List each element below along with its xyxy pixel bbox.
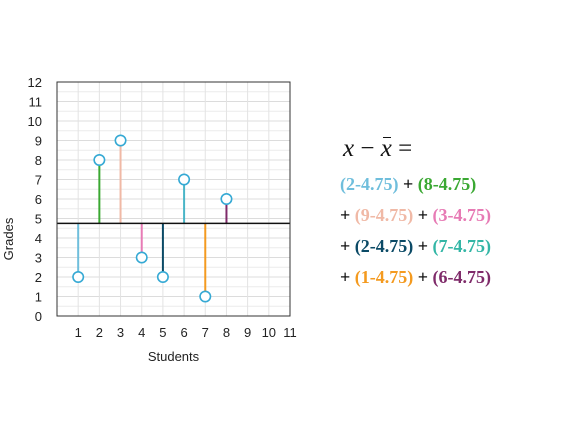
y-tick-label: 0 <box>35 309 42 324</box>
plus-sign: + <box>340 205 355 225</box>
y-tick-label: 4 <box>35 231 42 246</box>
equation-line: (2-4.75) + (8-4.75) <box>340 169 570 200</box>
y-axis-label: Grades <box>1 217 16 260</box>
x-tick-label: 10 <box>262 325 276 340</box>
x-tick-label: 8 <box>223 325 230 340</box>
y-tick-label: 8 <box>35 153 42 168</box>
deviation-term: (2-4.75) <box>340 174 399 194</box>
equation-variable: x <box>343 135 355 162</box>
data-point <box>156 270 169 283</box>
data-point <box>220 193 233 206</box>
y-tick-label: 1 <box>35 290 42 305</box>
y-tick-label: 7 <box>35 173 42 188</box>
data-point <box>135 251 148 264</box>
data-point <box>72 270 85 283</box>
data-point <box>178 173 191 186</box>
x-tick-label: 7 <box>202 325 209 340</box>
y-tick-label: 9 <box>35 134 42 149</box>
chart-grid <box>56 81 291 317</box>
data-point <box>114 134 127 147</box>
equation-minus: − <box>360 135 375 162</box>
x-tick-label: 5 <box>159 325 166 340</box>
x-tick-label: 1 <box>75 325 82 340</box>
y-tick-label: 10 <box>28 114 42 129</box>
plus-sign: + <box>398 174 418 194</box>
y-tick-label: 11 <box>29 95 43 110</box>
y-tick-label: 2 <box>35 270 42 285</box>
x-tick-label: 4 <box>138 325 145 340</box>
x-axis-label: Students <box>148 349 200 364</box>
data-point <box>93 154 106 167</box>
deviation-term: (3-4.75) <box>432 205 491 225</box>
data-point <box>199 290 212 303</box>
deviation-term: (2-4.75) <box>354 236 414 256</box>
equation-header: x − x = <box>340 132 570 166</box>
y-tick-label: 3 <box>35 251 42 266</box>
x-tick-label: 6 <box>180 325 187 340</box>
x-tick-label: 9 <box>244 325 251 340</box>
deviation-term: (1-4.75) <box>354 267 414 287</box>
x-tick-label: 11 <box>283 325 297 340</box>
deviation-term: (7-4.75) <box>432 236 491 256</box>
plus-sign: + <box>413 236 433 256</box>
deviation-term: (6-4.75) <box>432 267 491 287</box>
equation-mean-symbol: x <box>381 132 392 166</box>
x-tick-label: 2 <box>96 325 103 340</box>
y-tick-label: 12 <box>28 75 42 90</box>
chart-points <box>72 134 233 303</box>
equation-line: + (1-4.75) + (6-4.75) <box>340 262 570 293</box>
y-tick-label: 6 <box>35 192 42 207</box>
plus-sign: + <box>413 267 433 287</box>
plus-sign: + <box>413 205 433 225</box>
equation-line: + (9-4.75) + (3-4.75) <box>340 200 570 231</box>
deviation-term: (9-4.75) <box>354 205 414 225</box>
plus-sign: + <box>340 267 355 287</box>
equation-terms: (2-4.75) + (8-4.75) + (9-4.75) + (3-4.75)… <box>340 169 570 293</box>
equation-equals: = <box>398 135 413 162</box>
plot-frame <box>56 81 291 317</box>
plus-sign: + <box>340 236 355 256</box>
equation-line: + (2-4.75) + (7-4.75) <box>340 231 570 262</box>
deviation-term: (8-4.75) <box>417 174 477 194</box>
deviation-equation: x − x = (2-4.75) + (8-4.75) + (9-4.75) + … <box>340 132 570 293</box>
x-tick-label: 3 <box>117 325 124 340</box>
y-tick-label: 5 <box>35 212 42 227</box>
